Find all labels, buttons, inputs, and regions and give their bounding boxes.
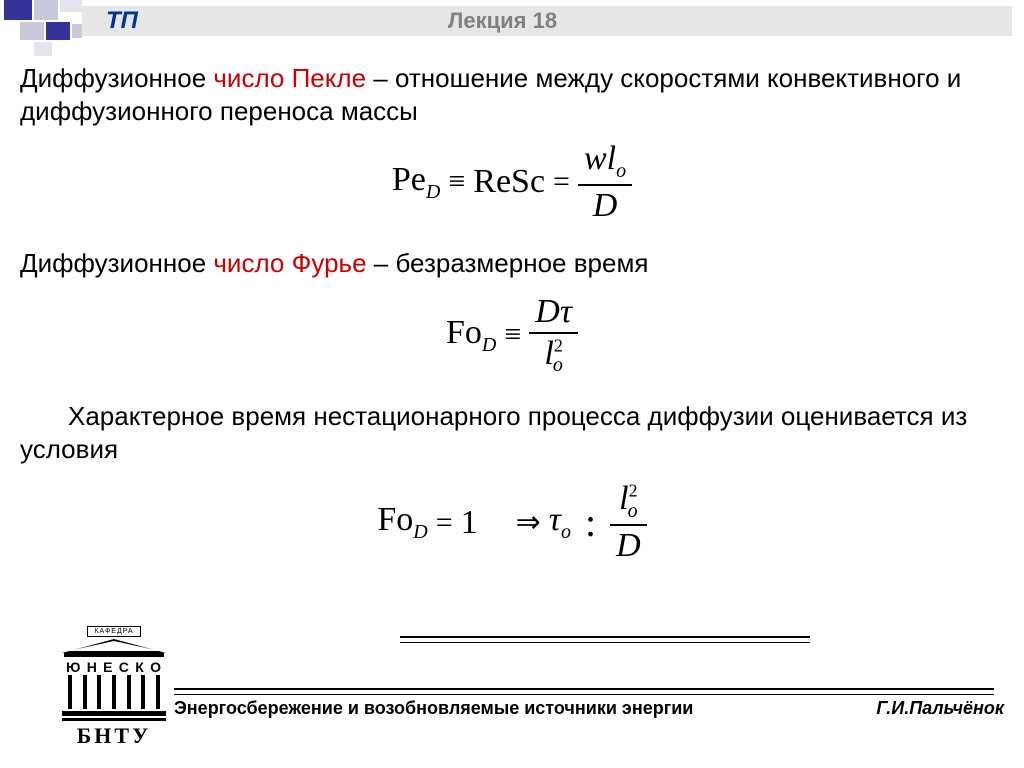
deco-block	[34, 42, 52, 56]
formula-condition: FoD = 1 ⇒ τo : l2o D	[20, 479, 1004, 565]
tau: τo	[549, 503, 571, 542]
fo-symbol: FoD	[377, 503, 427, 542]
proportional-colon: :	[579, 503, 602, 543]
para-peclet: Диффузионное число Пекле – отношение меж…	[20, 62, 1004, 127]
equiv-sign: ≡	[448, 167, 465, 197]
logo-unesco-bntu: КАФЕДРА ЮНЕСКО БНТУ	[62, 620, 166, 749]
header-code: ТП	[106, 7, 138, 35]
fraction: l2o D	[610, 479, 647, 565]
pe-symbol: PeD	[392, 163, 440, 202]
term-fourier: число Фурье	[213, 248, 366, 278]
implies-arrow: ⇒	[516, 508, 541, 538]
deco-block	[34, 0, 58, 20]
footer: Энергосбережение и возобновляемые источн…	[174, 698, 1004, 719]
para-fourier: Диффузионное число Фурье – безразмерное …	[20, 247, 1004, 280]
equals-sign: =	[553, 167, 570, 197]
fraction: Dτ l2o	[529, 292, 578, 378]
text: Диффузионное	[20, 63, 213, 93]
body: Диффузионное число Пекле – отношение меж…	[20, 62, 1004, 588]
formula-fourier: FoD ≡ Dτ l2o	[20, 292, 1004, 378]
deco-block	[20, 22, 44, 40]
term-peclet: число Пекле	[213, 63, 366, 93]
deco-block	[72, 24, 82, 38]
logo-columns-icon	[62, 675, 166, 709]
equiv-sign: ≡	[504, 320, 521, 350]
footer-course: Энергосбережение и возобновляемые источн…	[174, 698, 693, 719]
footer-author: Г.И.Пальчёнок	[876, 698, 1004, 719]
value-one: 1	[461, 506, 478, 540]
deco-block	[46, 22, 70, 40]
text: – безразмерное время	[367, 248, 649, 278]
slide-root: ТП Лекция 18 Диффузионное число Пекле – …	[0, 0, 1024, 768]
text: Диффузионное	[20, 248, 213, 278]
deco-block	[4, 0, 32, 20]
divider-footer	[174, 688, 994, 695]
divider-short	[400, 636, 810, 643]
resc: ReSc	[473, 165, 545, 199]
fraction: wlo D	[578, 139, 632, 225]
equals-sign: =	[436, 508, 453, 538]
text: Характерное время нестационарного процес…	[20, 401, 967, 464]
logo-top-label: КАФЕДРА	[87, 626, 140, 637]
formula-peclet: PeD ≡ ReSc = wlo D	[20, 139, 1004, 225]
logo-unesco-letters: ЮНЕСКО	[62, 659, 166, 675]
para-condition: Характерное время нестационарного процес…	[20, 400, 1004, 465]
logo-bottom-label: БНТУ	[62, 723, 166, 749]
header-bar: ТП Лекция 18	[82, 6, 1012, 36]
deco-block	[60, 0, 82, 12]
fo-symbol: FoD	[446, 316, 496, 355]
header-lecture: Лекция 18	[448, 8, 557, 34]
